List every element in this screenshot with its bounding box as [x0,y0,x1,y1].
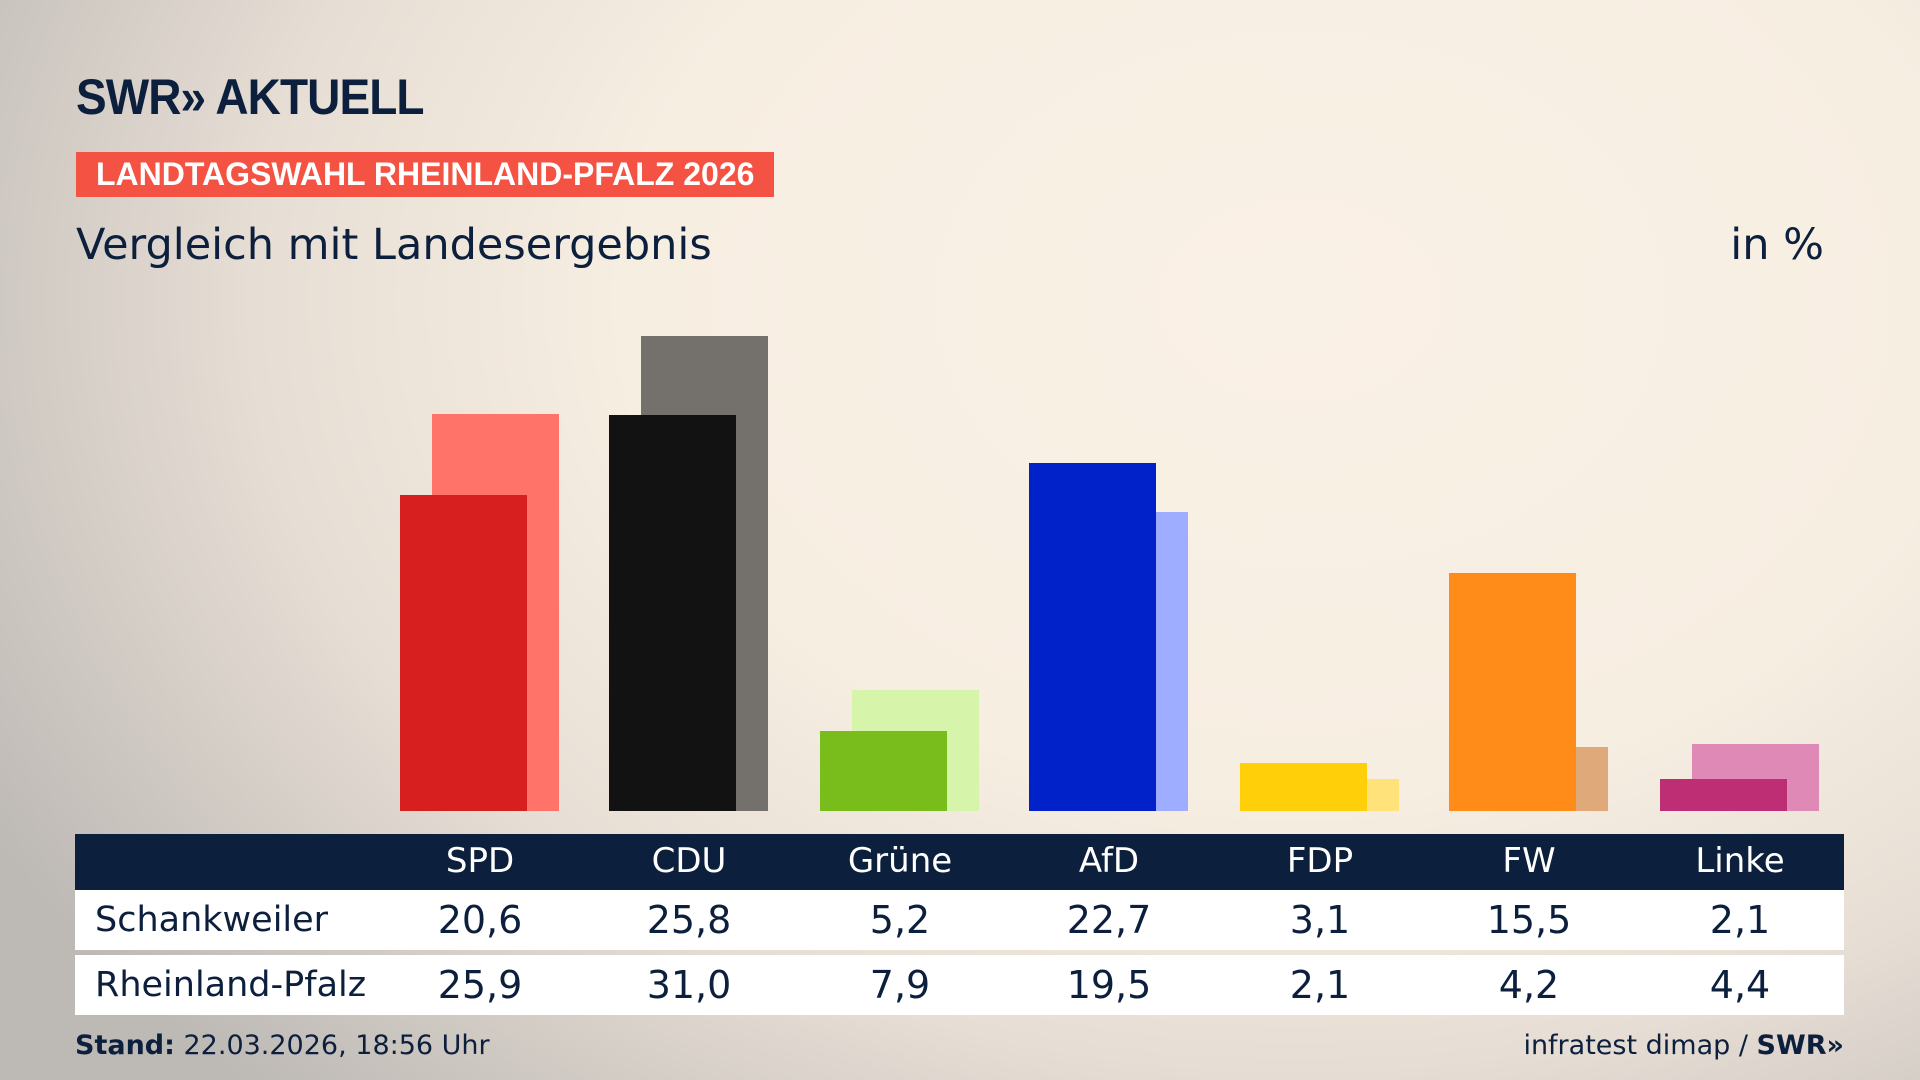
value-linke: 4,4 [1709,963,1771,1007]
value-cdu: 31,0 [646,963,732,1007]
stand-label: Stand: [75,1030,175,1061]
table-row-rheinland-pfalz: Rheinland-Pfalz 25,9 31,0 7,9 19,5 2,1 4,2 4,4 [75,955,1844,1015]
bar-spd-schankweiler [400,495,527,811]
header-cdu: CDU [651,841,727,881]
row-label: Schankweiler [95,900,329,940]
bar-fdp-schankweiler [1240,763,1367,811]
header-afd: AfD [1078,841,1140,881]
source: infratest dimap / SWR» [1523,1030,1844,1061]
row-label: Rheinland-Pfalz [95,965,367,1005]
value-afd: 19,5 [1066,963,1152,1007]
swr-aktuell-logo: SWR» AKTUELL [76,69,424,125]
header-gruene: Grüne [847,841,953,881]
header-fdp: FDP [1286,841,1354,881]
value-spd: 25,9 [437,963,523,1007]
bar-gruene-schankweiler [820,731,947,811]
header-spd: SPD [445,841,515,881]
value-linke: 2,1 [1709,898,1771,942]
value-fdp: 3,1 [1289,898,1351,942]
timestamp: Stand: 22.03.2026, 18:56 Uhr [75,1030,490,1061]
header-linke: Linke [1695,841,1785,881]
value-fdp: 2,1 [1289,963,1351,1007]
bar-cdu-schankweiler [609,415,736,811]
value-afd: 22,7 [1066,898,1152,942]
value-fw: 15,5 [1486,898,1572,942]
bar-afd-schankweiler [1029,463,1156,811]
stand-value: 22.03.2026, 18:56 Uhr [174,1030,490,1061]
header-fw: FW [1502,841,1556,881]
value-cdu: 25,8 [646,898,732,942]
bar-linke-schankweiler [1660,778,1787,811]
value-spd: 20,6 [437,898,523,942]
value-gruene: 5,2 [869,898,931,942]
chart-subtitle: Vergleich mit Landesergebnis [76,220,712,270]
unit-label: in % [1730,220,1824,270]
table-header: SPD CDU Grüne AfD FDP FW Linke [75,834,1844,890]
source-text: infratest dimap / [1523,1030,1757,1061]
election-tag: LANDTAGSWAHL RHEINLAND-PFALZ 2026 [76,152,775,197]
value-fw: 4,2 [1498,963,1560,1007]
bar-fw-schankweiler [1449,573,1576,811]
value-gruene: 7,9 [869,963,931,1007]
table-row-schankweiler: Schankweiler 20,6 25,8 5,2 22,7 3,1 15,5 2,1 [75,890,1844,950]
swr-logo-small: SWR» [1756,1030,1844,1061]
